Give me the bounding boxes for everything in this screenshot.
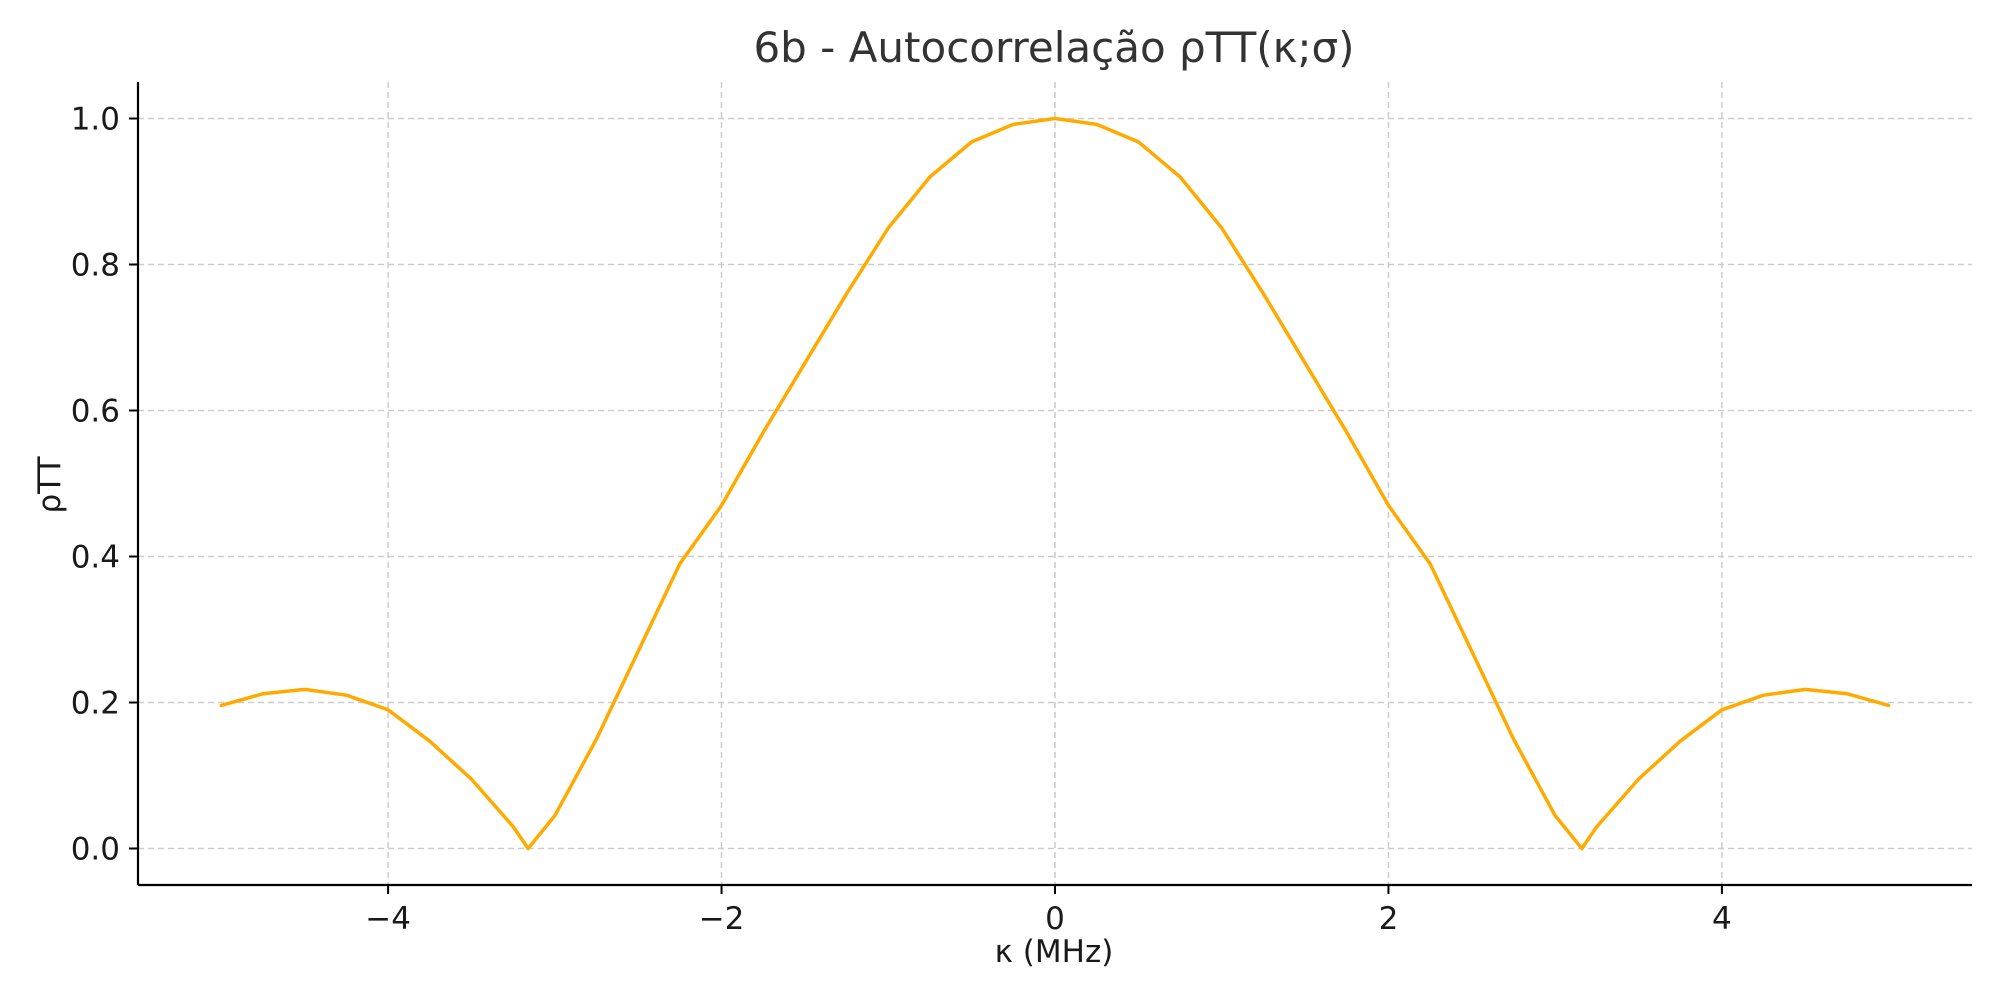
y-tick-label: 0.4 — [71, 540, 120, 576]
y-tick-label: 0.8 — [71, 248, 120, 284]
chart-title: 6b - Autocorrelação ρTT(κ;σ) — [753, 23, 1354, 72]
y-tick-label: 0.2 — [71, 686, 120, 722]
y-axis-label: ρTT — [32, 455, 68, 513]
y-tick-label: 1.0 — [71, 102, 120, 138]
y-tick-label: 0.6 — [71, 394, 120, 430]
series-line — [219, 116, 1891, 851]
x-tick-label: 0 — [1045, 901, 1065, 937]
grid — [138, 82, 1972, 885]
y-tick-label: 0.0 — [71, 832, 120, 868]
x-axis-label: κ (MHz) — [995, 934, 1114, 970]
ticks: −4 −2 0 2 4 0.0 0.2 0.4 0.6 0.8 1.0 — [71, 102, 1732, 938]
x-tick-label: 2 — [1379, 901, 1399, 937]
x-tick-label: −4 — [365, 901, 411, 937]
x-tick-label: −2 — [699, 901, 745, 937]
x-tick-label: 4 — [1712, 901, 1732, 937]
